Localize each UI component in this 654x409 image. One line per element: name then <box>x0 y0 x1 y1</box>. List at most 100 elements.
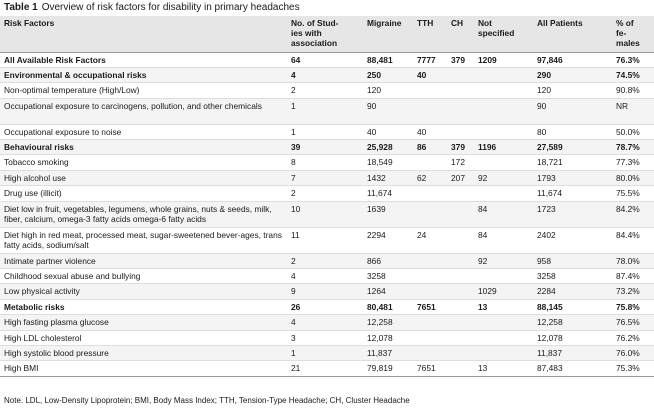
cell-all-patients: 11,674 <box>537 188 562 199</box>
cell-percent-females: 50.0% <box>616 126 640 137</box>
cell-tth <box>413 269 447 284</box>
cell-not-specified: 84 <box>478 229 488 240</box>
header-risk-factors: Risk Factors <box>4 18 55 28</box>
header-studies: No. of Stud-ies with association <box>291 18 339 48</box>
header-not-specified: Not specified <box>478 18 515 38</box>
table-row: Environmental & occupational risks 4 250 40… <box>0 67 654 83</box>
cell-ch: 379 <box>451 54 465 65</box>
cell-not-specified: 1029 <box>478 286 497 297</box>
cell-studies: 7 <box>291 172 296 183</box>
cell-percent-females: 75.8% <box>616 301 640 312</box>
cell-tth <box>413 330 447 345</box>
table-row: All Available Risk Factors 64 88,481 7777 37… <box>0 52 654 68</box>
cell-tth <box>413 315 447 330</box>
cell-tth <box>413 83 447 98</box>
table-row: Drug use (illicit) 2 11,674 11,674 75.5% <box>0 186 654 202</box>
cell-studies: 9 <box>291 286 296 297</box>
table-row: Metabolic risks 26 80,481 7651 13 88,145 75.8% <box>0 299 654 315</box>
table-row: Intimate partner violence 2 866 92 958 78.0% <box>0 253 654 269</box>
cell-all-patients: 12,078 <box>537 332 563 343</box>
cell-percent-females: 78.7% <box>616 142 640 153</box>
cell-all-patients: 27,589 <box>537 142 563 153</box>
header-ch: CH <box>451 18 464 28</box>
cell-ch: 172 <box>451 157 465 168</box>
cell-percent-females: 78.0% <box>616 255 640 266</box>
cell-risk: Diet low in fruit, vegetables, legumens,… <box>4 203 272 224</box>
cell-migraine: 12,078 <box>367 332 393 343</box>
cell-not-specified: 84 <box>478 203 488 214</box>
header-tth: TTH <box>417 18 434 28</box>
cell-not-specified <box>474 269 533 284</box>
cell-tth: 24 <box>417 229 427 240</box>
cell-ch <box>447 299 474 314</box>
cell-ch <box>447 201 474 227</box>
cell-ch <box>447 330 474 345</box>
cell-studies: 2 <box>291 85 296 96</box>
cell-migraine: 866 <box>367 255 381 266</box>
cell-percent-females: 76.0% <box>616 347 640 358</box>
cell-studies: 4 <box>291 69 296 80</box>
table-row: Low physical activity 9 1264 1029 2284 73.2% <box>0 283 654 300</box>
cell-all-patients: 11,837 <box>537 347 562 358</box>
cell-risk: Tobacco smoking <box>4 157 69 168</box>
cell-risk: Occupational exposure to noise <box>4 126 122 137</box>
cell-percent-females: 76.2% <box>616 332 640 343</box>
cell-not-specified <box>474 67 533 82</box>
cell-migraine: 1432 <box>367 172 386 183</box>
cell-tth <box>413 201 447 227</box>
table-row: Occupational exposure to noise 1 40 40 80 50.… <box>0 124 654 140</box>
cell-not-specified <box>474 345 533 360</box>
cell-all-patients: 90 <box>537 100 547 111</box>
cell-all-patients: 1793 <box>537 172 556 183</box>
cell-not-specified <box>474 83 533 98</box>
cell-risk: Drug use (illicit) <box>4 188 62 199</box>
cell-tth: 7651 <box>417 301 436 312</box>
table-row: High fasting plasma glucose 4 12,258 12,258… <box>0 314 654 331</box>
cell-migraine: 250 <box>367 69 381 80</box>
cell-studies: 3 <box>291 332 296 343</box>
cell-not-specified <box>474 186 533 201</box>
cell-percent-females: 80.0% <box>616 172 640 183</box>
cell-risk: All Available Risk Factors <box>4 54 106 65</box>
cell-not-specified <box>474 330 533 345</box>
cell-tth <box>413 284 447 299</box>
cell-tth <box>413 155 447 170</box>
cell-studies: 1 <box>291 100 296 111</box>
header-migraine: Migraine <box>367 18 402 28</box>
table-row: Diet low in fruit, vegetables, legumens,… <box>0 201 654 228</box>
cell-migraine: 18,549 <box>367 157 393 168</box>
cell-not-specified: 1209 <box>478 54 497 65</box>
cell-risk: Environmental & occupational risks <box>4 69 147 80</box>
header-all-patients: All Patients <box>537 18 583 28</box>
cell-all-patients: 80 <box>537 126 547 137</box>
cell-studies: 21 <box>291 363 301 374</box>
table-row: High BMI 21 79,819 7651 13 87,483 75.3% <box>0 361 654 377</box>
cell-ch <box>447 269 474 284</box>
header-percent-females: % of fe-males <box>616 18 640 48</box>
table-number: Table 1 <box>4 2 38 13</box>
cell-not-specified <box>474 315 533 330</box>
cell-risk: Diet high in red meat, processed meat, s… <box>4 229 282 250</box>
cell-percent-females: 74.5% <box>616 69 640 80</box>
cell-risk: Behavioural risks <box>4 142 74 153</box>
cell-risk: High BMI <box>4 363 39 374</box>
cell-all-patients: 2402 <box>537 229 556 240</box>
cell-ch: 379 <box>451 142 465 153</box>
cell-studies: 4 <box>291 317 296 328</box>
table-row: High LDL cholesterol 3 12,078 12,078 76.2% <box>0 330 654 346</box>
risk-factors-table: Risk Factors No. of Stud-ies with associa… <box>0 16 654 377</box>
cell-percent-females: 75.5% <box>616 188 640 199</box>
cell-risk: Low physical activity <box>4 286 80 297</box>
cell-studies: 2 <box>291 188 296 199</box>
cell-ch <box>447 124 474 139</box>
cell-tth: 62 <box>417 172 427 183</box>
cell-risk: Childhood sexual abuse and bullying <box>4 271 141 282</box>
cell-percent-females: 75.3% <box>616 363 640 374</box>
cell-ch <box>447 284 474 299</box>
cell-migraine: 2294 <box>367 229 386 240</box>
cell-percent-females: 84.4% <box>616 229 640 240</box>
cell-studies: 4 <box>291 271 296 282</box>
cell-ch: 207 <box>451 172 465 183</box>
cell-tth: 86 <box>417 142 427 153</box>
